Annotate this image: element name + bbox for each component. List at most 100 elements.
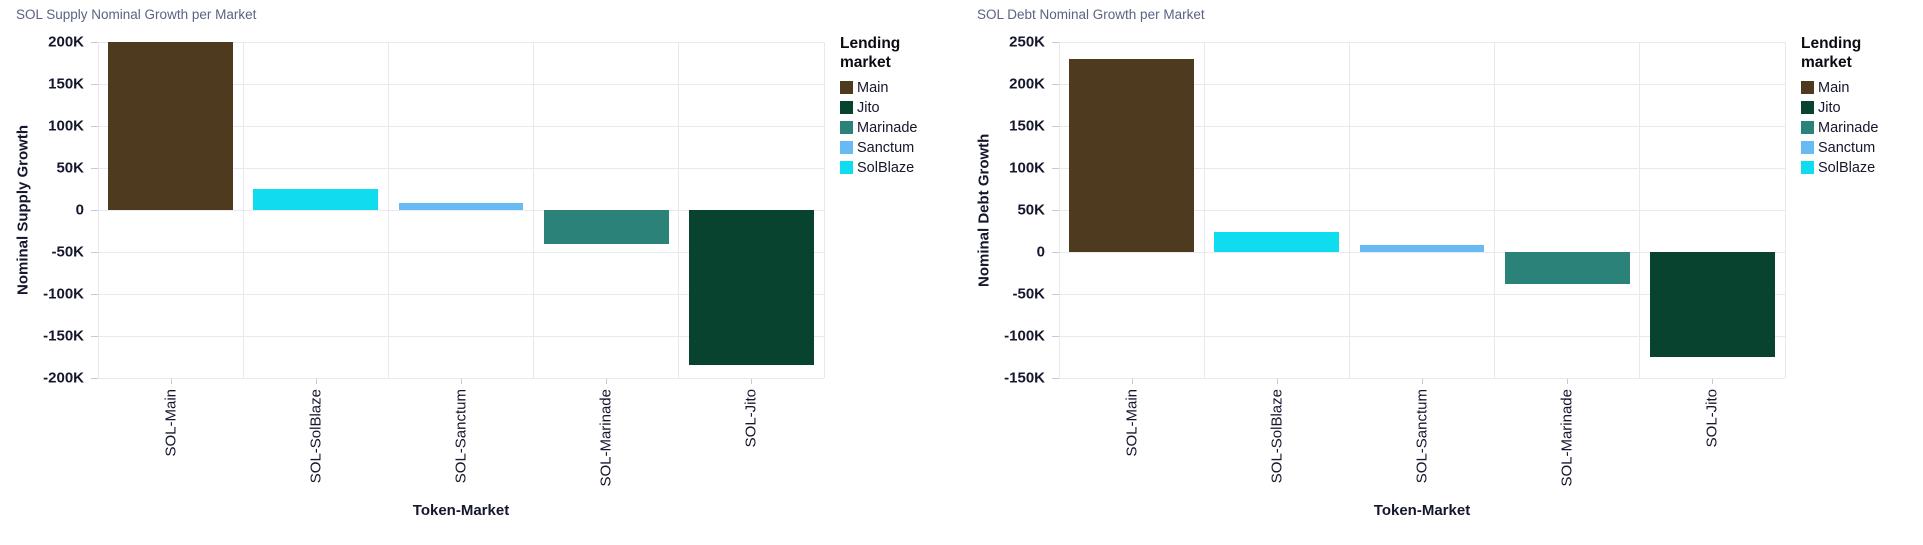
- legend-item-solblaze[interactable]: SolBlaze: [1801, 160, 1919, 176]
- y-axis-ticks: 200K 150K 100K 50K 0 -50K -100K -150K -200K: [0, 34, 98, 387]
- h-gridline: [98, 125, 824, 127]
- v-gridline: [533, 42, 535, 378]
- v-gridline: [678, 42, 680, 378]
- y-tick-label: 100K: [1009, 159, 1045, 177]
- legend-item-label: Jito: [1818, 99, 1841, 116]
- x-tick-label: SOL-Jito: [1703, 389, 1721, 448]
- y-tick-label: 50K: [1017, 201, 1045, 219]
- v-gridline: [242, 42, 244, 378]
- plot-area: [91, 41, 825, 379]
- v-gridline: [823, 42, 825, 378]
- legend-item-solblaze[interactable]: SolBlaze: [840, 160, 958, 176]
- legend-item-label: Marinade: [857, 119, 918, 136]
- h-gridline: [1059, 167, 1785, 169]
- v-gridline: [387, 42, 389, 378]
- legend-swatch-icon: [840, 161, 853, 175]
- y-tick-mark: [1052, 251, 1059, 253]
- legend-title: Lending market: [1801, 35, 1862, 72]
- y-tick-mark: [91, 293, 98, 295]
- legend-item-label: Main: [1818, 79, 1850, 96]
- y-tick-label: -50K: [51, 243, 84, 261]
- h-gridline: [98, 167, 824, 169]
- x-tick-label: SOL-Marinade: [597, 389, 615, 487]
- bar-sol-main: [108, 42, 234, 210]
- y-tick-mark: [91, 335, 98, 337]
- x-tick-label: SOL-Sanctum: [1413, 389, 1431, 484]
- legend-swatch-icon: [1801, 121, 1814, 135]
- x-tick-mark: [1712, 379, 1714, 384]
- x-tick-label: SOL-SolBlaze: [1268, 389, 1286, 484]
- x-tick-mark: [315, 379, 317, 384]
- x-tick-mark: [1422, 379, 1423, 384]
- v-gridline: [1058, 42, 1060, 378]
- legend-item-marinade[interactable]: Marinade: [1801, 120, 1919, 136]
- y-tick-mark: [91, 125, 98, 127]
- h-gridline: [1059, 125, 1785, 127]
- bar-sol-solblaze: [1214, 231, 1340, 252]
- y-tick-mark: [91, 209, 98, 211]
- h-gridline: [1059, 83, 1785, 85]
- x-tick-mark: [461, 379, 462, 384]
- legend-item-jito[interactable]: Jito: [840, 100, 958, 116]
- y-tick-mark: [1052, 335, 1059, 337]
- y-tick-label: 100K: [48, 117, 84, 135]
- h-gridline: [98, 41, 824, 43]
- legend-item-sanctum[interactable]: Sanctum: [840, 140, 958, 156]
- x-tick-mark: [751, 379, 753, 384]
- x-tick-label: SOL-SolBlaze: [307, 389, 325, 484]
- y-tick-label: 50K: [56, 159, 84, 177]
- supply-chart-panel: SOL Supply Nominal Growth per Market Nom…: [0, 0, 961, 545]
- x-tick-mark: [1276, 379, 1278, 384]
- y-axis-ticks: 250K 200K 150K 100K 50K 0 -50K -100K -150K: [961, 34, 1059, 387]
- y-tick-label: 250K: [1009, 33, 1045, 51]
- legend-item-main[interactable]: Main: [1801, 80, 1919, 96]
- legend-item-sanctum[interactable]: Sanctum: [1801, 140, 1919, 156]
- plot-area: [1052, 41, 1786, 379]
- x-tick-mark: [1567, 379, 1569, 384]
- y-tick-label: 150K: [48, 75, 84, 93]
- legend-swatch-icon: [840, 81, 853, 95]
- h-gridline: [1059, 251, 1785, 253]
- legend-swatch-icon: [1801, 141, 1814, 155]
- h-gridline: [98, 377, 824, 379]
- h-gridline: [1059, 41, 1785, 43]
- legend-item-label: SolBlaze: [1818, 159, 1876, 176]
- h-gridline: [1059, 335, 1785, 337]
- y-tick-mark: [91, 167, 98, 169]
- legend-item-jito[interactable]: Jito: [1801, 100, 1919, 116]
- legend-item-label: Main: [857, 79, 889, 96]
- debt-chart-panel: SOL Debt Nominal Growth per Market Nomin…: [961, 0, 1922, 545]
- y-tick-label: -200K: [43, 369, 84, 387]
- y-tick-mark: [91, 83, 98, 85]
- y-tick-label: -150K: [43, 327, 84, 345]
- x-tick-label: SOL-Jito: [742, 389, 760, 448]
- legend-swatch-icon: [1801, 161, 1814, 175]
- x-axis-ticks: SOL-Main SOL-SolBlaze SOL-Sanctum SOL-Marin…: [98, 379, 824, 497]
- legend-item-main[interactable]: Main: [840, 80, 958, 96]
- bar-sol-jito: [1649, 252, 1775, 357]
- y-tick-label: -100K: [1004, 327, 1045, 345]
- y-tick-mark: [1052, 41, 1059, 43]
- bar-sol-marinade: [1504, 252, 1630, 284]
- legend-item-label: Sanctum: [1818, 139, 1876, 156]
- y-tick-mark: [91, 251, 98, 253]
- x-tick-mark: [606, 379, 608, 384]
- v-gridline: [1494, 42, 1496, 378]
- h-gridline: [98, 335, 824, 337]
- y-tick-label: 0: [1036, 243, 1045, 261]
- y-tick-label: -100K: [43, 285, 84, 303]
- h-gridline: [98, 83, 824, 85]
- legend-item-marinade[interactable]: Marinade: [840, 120, 958, 136]
- legend-swatch-icon: [840, 141, 853, 155]
- legend-item-label: SolBlaze: [857, 159, 915, 176]
- y-tick-mark: [1052, 167, 1059, 169]
- legend-title: Lending market: [840, 35, 901, 72]
- x-tick-label: SOL-Main: [1123, 389, 1141, 457]
- legend: Lending market Main Jito Marinade Sanctum So…: [1801, 34, 1919, 180]
- v-gridline: [1348, 42, 1350, 378]
- y-tick-mark: [1052, 293, 1059, 295]
- y-tick-mark: [1052, 83, 1059, 85]
- y-tick-mark: [91, 41, 98, 43]
- legend-item-label: Jito: [857, 99, 880, 116]
- y-tick-mark: [1052, 209, 1059, 211]
